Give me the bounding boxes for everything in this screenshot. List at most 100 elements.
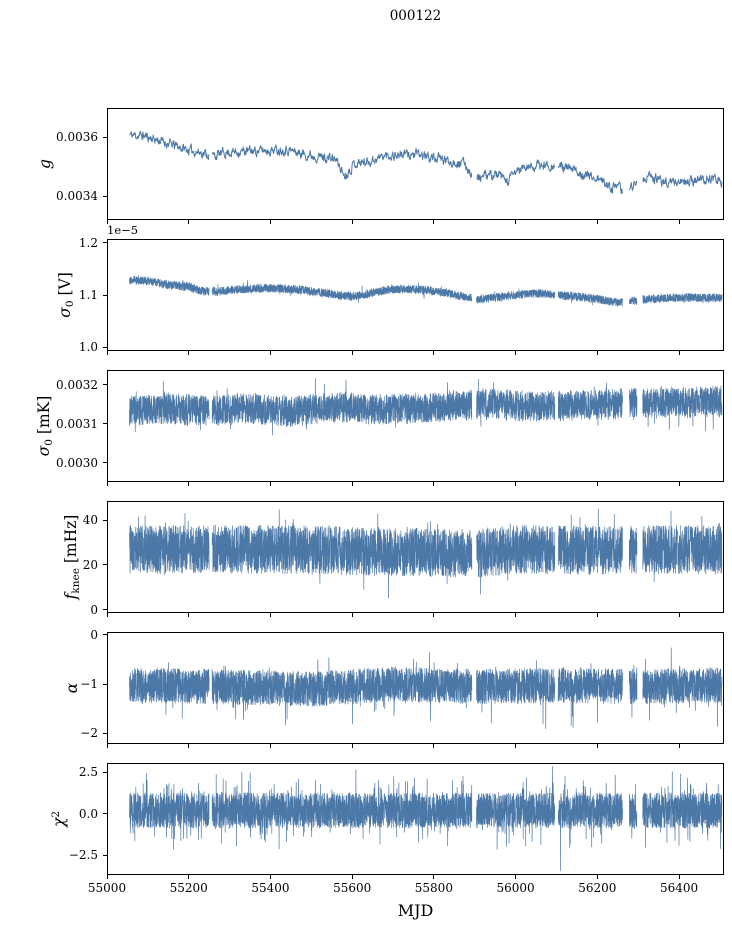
x-tick-mark xyxy=(433,744,435,748)
x-axis-label: MJD xyxy=(397,901,434,920)
x-tick-mark xyxy=(351,744,353,748)
x-tick-mark xyxy=(106,220,108,224)
x-tick-mark xyxy=(351,220,353,224)
panel-g-box xyxy=(107,108,724,220)
x-tick-mark xyxy=(515,613,517,617)
ylabel-segment: [mHz] xyxy=(62,514,81,569)
x-tick-mark xyxy=(678,351,680,355)
x-tick-mark xyxy=(515,482,517,486)
ylabel-segment: σ xyxy=(35,445,54,457)
x-tick-mark xyxy=(351,613,353,617)
x-tick-mark xyxy=(596,482,598,486)
y-tick-mark xyxy=(103,564,107,566)
y-tick-mark xyxy=(103,242,107,244)
y-tick-label: 0.0032 xyxy=(56,377,98,392)
y-tick-label: 1.1 xyxy=(78,288,98,302)
y-tick-mark xyxy=(103,195,107,197)
x-tick-mark xyxy=(433,482,435,486)
x-tick-mark xyxy=(188,351,190,355)
x-tick-mark xyxy=(269,482,271,486)
y-tick-mark xyxy=(103,732,107,734)
x-tick-mark xyxy=(188,744,190,748)
y-tick-mark xyxy=(103,346,107,348)
ylabel-segment: 0 xyxy=(63,300,76,308)
y-tick-label: −2 xyxy=(80,726,98,741)
x-tick-mark xyxy=(106,613,108,617)
x-tick-mark xyxy=(515,220,517,224)
x-tick-mark xyxy=(596,875,598,879)
y-tick-label: −1 xyxy=(80,677,98,692)
y-tick-mark xyxy=(103,609,107,611)
y-tick-label: 1.2 xyxy=(78,235,98,250)
x-tick-mark xyxy=(106,744,108,748)
panel-chi2-ylabel: χ2 xyxy=(50,811,68,827)
x-tick-label: 55400 xyxy=(251,881,290,895)
x-tick-mark xyxy=(269,875,271,879)
ylabel-segment: χ xyxy=(49,817,68,828)
panel-fknee-ylabel: fknee [mHz] xyxy=(62,515,82,600)
y-tick-mark xyxy=(103,384,107,386)
x-tick-mark xyxy=(678,482,680,486)
x-tick-label: 56400 xyxy=(659,881,699,895)
ylabel-segment: knee xyxy=(70,568,83,594)
x-tick-mark xyxy=(269,220,271,224)
x-tick-mark xyxy=(188,482,190,486)
ylabel-segment: [V] xyxy=(55,272,74,301)
x-tick-mark xyxy=(433,351,435,355)
x-tick-mark xyxy=(515,744,517,748)
y-tick-mark xyxy=(103,462,107,464)
panel-sigma0-V-ylabel: σ0 [V] xyxy=(56,272,76,318)
ylabel-segment: 2 xyxy=(49,810,62,818)
y-tick-mark xyxy=(103,813,107,815)
y-tick-label: 0.0036 xyxy=(56,130,98,145)
x-tick-mark xyxy=(596,220,598,224)
y-tick-label: −2.5 xyxy=(68,848,98,863)
x-tick-mark xyxy=(269,351,271,355)
y-tick-label: 40 xyxy=(82,513,98,528)
x-tick-mark xyxy=(515,351,517,355)
x-tick-mark xyxy=(678,744,680,748)
y-tick-mark xyxy=(103,634,107,636)
x-tick-mark xyxy=(433,220,435,224)
panel-fknee-box xyxy=(107,501,724,613)
panel-sigma0-mK-box xyxy=(107,370,724,482)
ylabel-segment: f xyxy=(62,593,81,600)
panel-alpha-box xyxy=(107,632,724,744)
x-tick-mark xyxy=(678,875,680,879)
y-tick-mark xyxy=(103,294,107,296)
ylabel-segment: g xyxy=(36,159,55,169)
panel-sigma0-V-box xyxy=(107,239,724,351)
x-tick-label: 55800 xyxy=(414,881,453,895)
x-tick-mark xyxy=(433,875,435,879)
x-tick-mark xyxy=(188,220,190,224)
x-tick-mark xyxy=(596,351,598,355)
x-tick-mark xyxy=(269,744,271,748)
x-tick-mark xyxy=(106,875,108,879)
y-tick-label: 2.5 xyxy=(78,765,98,780)
x-tick-mark xyxy=(351,482,353,486)
x-tick-label: 55000 xyxy=(87,881,127,895)
x-tick-mark xyxy=(106,351,108,355)
x-tick-mark xyxy=(515,875,517,879)
y-tick-mark xyxy=(103,519,107,521)
x-tick-mark xyxy=(188,613,190,617)
y-tick-mark xyxy=(103,771,107,773)
panel-alpha-ylabel: α xyxy=(63,683,81,693)
figure-title: 000122 xyxy=(389,8,442,24)
x-tick-mark xyxy=(596,613,598,617)
x-tick-label: 55200 xyxy=(169,881,208,895)
x-tick-label: 56200 xyxy=(578,881,617,895)
y-tick-label: 0.0030 xyxy=(56,455,98,470)
y-tick-label: 0 xyxy=(90,602,98,617)
x-tick-mark xyxy=(596,744,598,748)
x-tick-mark xyxy=(678,613,680,617)
y-tick-label: 0.0 xyxy=(78,806,98,821)
x-tick-label: 55600 xyxy=(333,881,372,895)
panel-g-series xyxy=(108,109,723,219)
y-tick-label: 20 xyxy=(82,557,98,572)
ylabel-segment: α xyxy=(63,682,82,694)
x-tick-mark xyxy=(351,351,353,355)
x-tick-mark xyxy=(269,613,271,617)
y-tick-mark xyxy=(103,136,107,138)
